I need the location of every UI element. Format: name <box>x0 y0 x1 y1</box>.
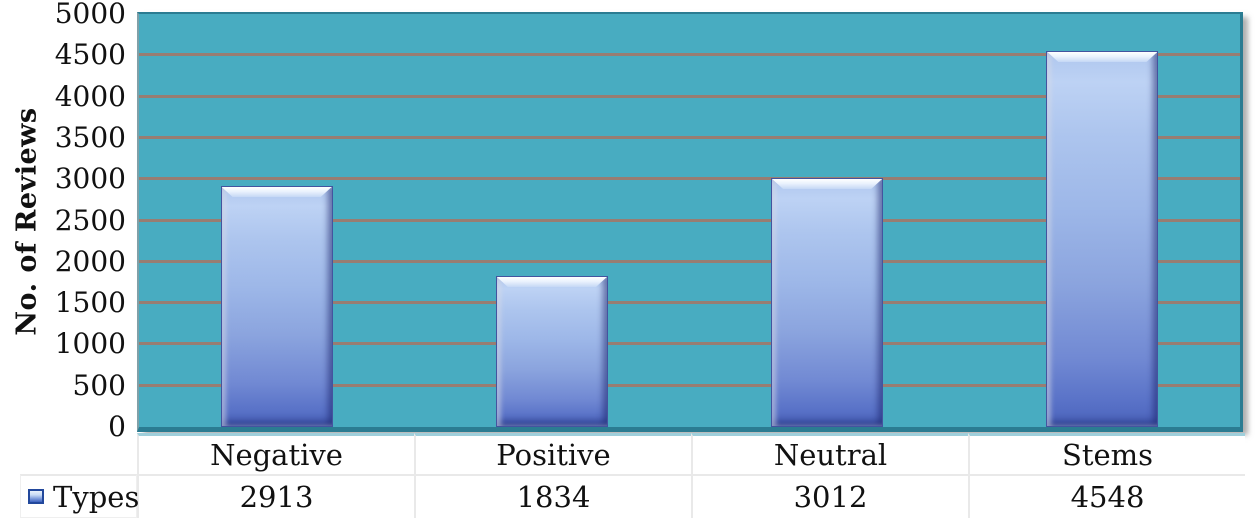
category-header-negative: Negative <box>137 433 414 474</box>
y-tick-3000: 3000 <box>54 162 126 196</box>
y-tick-4500: 4500 <box>54 38 126 72</box>
category-header-stems: Stems <box>968 433 1245 474</box>
category-header-neutral: Neutral <box>691 433 968 474</box>
y-tick-2500: 2500 <box>54 203 126 237</box>
bar-neutral <box>771 178 884 427</box>
legend-label: Types <box>53 479 140 514</box>
value-cell-stems: 4548 <box>968 474 1245 518</box>
y-tick-1500: 1500 <box>54 286 126 320</box>
y-tick-5000: 5000 <box>54 0 126 30</box>
gridline-500 <box>139 383 1240 387</box>
plot-area <box>137 12 1243 432</box>
y-tick-500: 500 <box>72 368 126 402</box>
y-tick-3500: 3500 <box>54 120 126 154</box>
gridline-4500 <box>139 53 1240 57</box>
plot-inner-area <box>139 14 1240 427</box>
gridline-3500 <box>139 135 1240 139</box>
value-cell-negative: 2913 <box>137 474 414 518</box>
bar-series-key-icon <box>28 489 44 504</box>
category-header-positive: Positive <box>414 433 691 474</box>
gridline-4000 <box>139 94 1240 98</box>
y-tick-2000: 2000 <box>54 244 126 278</box>
y-tick-4000: 4000 <box>54 79 126 113</box>
gridline-2500 <box>139 218 1240 222</box>
gridline-1500 <box>139 301 1240 305</box>
value-cell-neutral: 3012 <box>691 474 968 518</box>
gridline-1000 <box>139 342 1240 346</box>
legend-cell: Types <box>20 474 140 518</box>
bar-stems <box>1046 51 1159 427</box>
gridline-2000 <box>139 259 1240 263</box>
y-tick-1000: 1000 <box>54 327 126 361</box>
bar-positive <box>495 276 608 427</box>
bar-negative <box>220 186 333 427</box>
value-cell-positive: 1834 <box>414 474 691 518</box>
y-tick-0: 0 <box>108 410 126 443</box>
gridline-3000 <box>139 177 1240 181</box>
